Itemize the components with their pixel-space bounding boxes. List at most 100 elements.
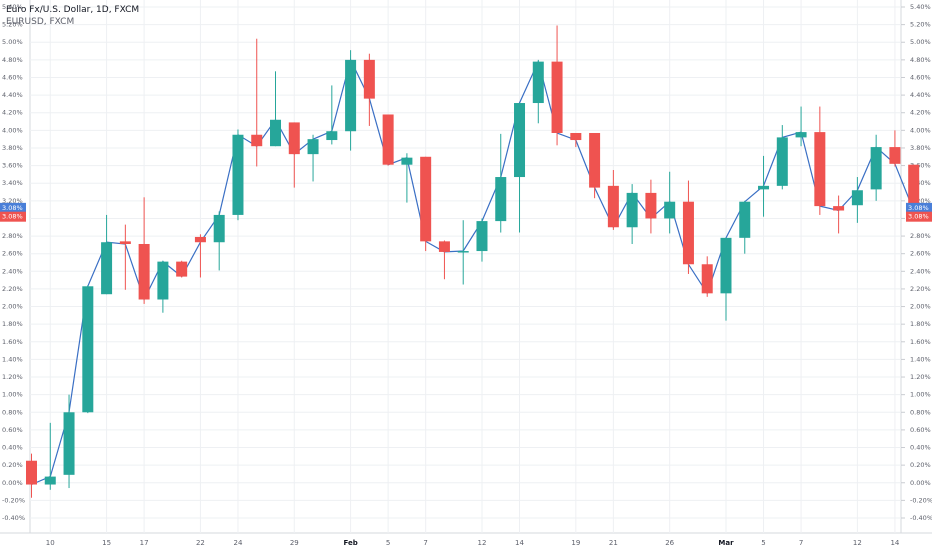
candle-body-down[interactable] [363,59,375,99]
candle-body-up[interactable] [739,201,751,238]
y-tick-label-right: 2.80% [910,232,931,240]
candle-body-up[interactable] [720,237,732,294]
y-tick-label-left: 0.00% [2,479,23,487]
y-tick-label-right: 5.20% [910,21,931,29]
price-marker-left-red-box [0,211,26,222]
y-tick-label-right: 4.00% [910,126,931,134]
y-tick-label-right: 0.40% [910,444,931,452]
y-tick-label-right: 4.40% [910,91,931,99]
candle-body-up[interactable] [44,476,56,485]
y-tick-label-left: 3.40% [2,179,23,187]
candle-body-up[interactable] [307,139,319,155]
y-tick-label-right: 1.80% [910,320,931,328]
candle-body-down[interactable] [176,261,188,277]
candle-body-down[interactable] [607,185,619,228]
candle-body-up[interactable] [514,103,526,178]
y-tick-label-left: 1.00% [2,391,23,399]
y-tick-label-right: 3.20% [910,197,931,205]
y-tick-label-left: -0.20% [2,496,25,504]
y-tick-label-right: 1.20% [910,373,931,381]
price-marker-right-blue-label: 3.08% [908,204,929,212]
candle-body-down[interactable] [701,264,713,294]
y-tick-label-right: 3.40% [910,179,931,187]
candle-body-up[interactable] [157,261,169,300]
y-tick-label-right: 4.80% [910,56,931,64]
price-marker-right-blue-box [906,202,932,213]
candle-body-up[interactable] [401,157,413,165]
x-tick-label: 5 [386,539,390,547]
price-marker-right-red-label: 3.08% [908,213,929,221]
candle-body-down[interactable] [833,206,845,211]
y-tick-label-right: 4.20% [910,109,931,117]
candle-body-down[interactable] [119,241,131,244]
y-tick-label-left: 0.20% [2,461,23,469]
candle-body-up[interactable] [345,59,357,132]
candle-body-down[interactable] [438,241,450,252]
candle-body-up[interactable] [232,134,244,215]
candle-body-down[interactable] [589,132,601,188]
candle-body-up[interactable] [626,192,638,228]
candle-body-down[interactable] [26,460,37,485]
candle-body-up[interactable] [213,214,225,243]
candle-body-up[interactable] [63,412,75,475]
candle-body-down[interactable] [570,132,582,141]
y-tick-label-right: 0.60% [910,426,931,434]
candle-body-down[interactable] [382,114,394,165]
candle-body-down[interactable] [682,201,694,265]
candle-body-down[interactable] [251,134,263,147]
candle-body-up[interactable] [101,242,113,295]
y-tick-label-left: 5.20% [2,21,23,29]
x-tick-label: 7 [799,539,803,547]
y-tick-label-right: 3.80% [910,144,931,152]
candle-body-up[interactable] [476,221,488,252]
candle-body-up[interactable] [758,185,770,190]
candle-body-up[interactable] [495,177,507,222]
candle-body-up[interactable] [532,61,544,104]
candle-body-up[interactable] [326,131,338,141]
y-tick-label-right: 2.60% [910,250,931,258]
x-tick-label: Feb [343,539,357,547]
candle-body-down[interactable] [908,164,920,211]
legend-symbol: EURUSD, FXCM [6,17,75,27]
y-tick-label-left: 0.40% [2,444,23,452]
x-tick-label: 26 [665,539,674,547]
y-tick-label-left: 3.20% [2,197,23,205]
candle-body-down[interactable] [420,156,432,242]
y-tick-label-left: 2.20% [2,285,23,293]
candle-body-up[interactable] [795,132,807,138]
candle-body-down[interactable] [194,236,206,243]
y-tick-label-right: 1.00% [910,391,931,399]
candle-body-up[interactable] [270,119,282,147]
y-tick-label-right: -0.40% [910,514,932,522]
candle-body-down[interactable] [814,132,826,207]
candle-body-down[interactable] [138,243,150,300]
candle-body-up[interactable] [776,137,788,186]
y-tick-label-right: 0.00% [910,479,931,487]
candle-body-up[interactable] [457,251,469,253]
candle-body-down[interactable] [551,61,563,133]
price-marker-left-red-label: 3.08% [2,213,23,221]
candle-body-down[interactable] [889,147,901,164]
candle-body-down[interactable] [645,192,657,219]
y-tick-label-right: 3.60% [910,162,931,170]
y-tick-label-left: 4.60% [2,73,23,81]
candle-body-up[interactable] [664,201,676,219]
y-tick-label-left: 5.00% [2,38,23,46]
price-marker-right-red-box [906,211,932,222]
x-tick-label: 15 [102,539,111,547]
x-tick-label: 14 [515,539,524,547]
candle-body-up[interactable] [82,286,94,413]
y-tick-label-right: 5.40% [910,3,931,11]
candle-body-up[interactable] [851,190,863,206]
y-tick-label-right: 4.60% [910,73,931,81]
y-tick-label-right: 5.00% [910,38,931,46]
x-tick-label: 12 [478,539,487,547]
x-tick-label: 29 [290,539,299,547]
candle-body-up[interactable] [870,147,882,190]
candle-body-down[interactable] [288,122,300,155]
x-tick-label: 10 [46,539,55,547]
y-tick-label-left: 1.80% [2,320,23,328]
y-tick-label-left: 2.40% [2,267,23,275]
